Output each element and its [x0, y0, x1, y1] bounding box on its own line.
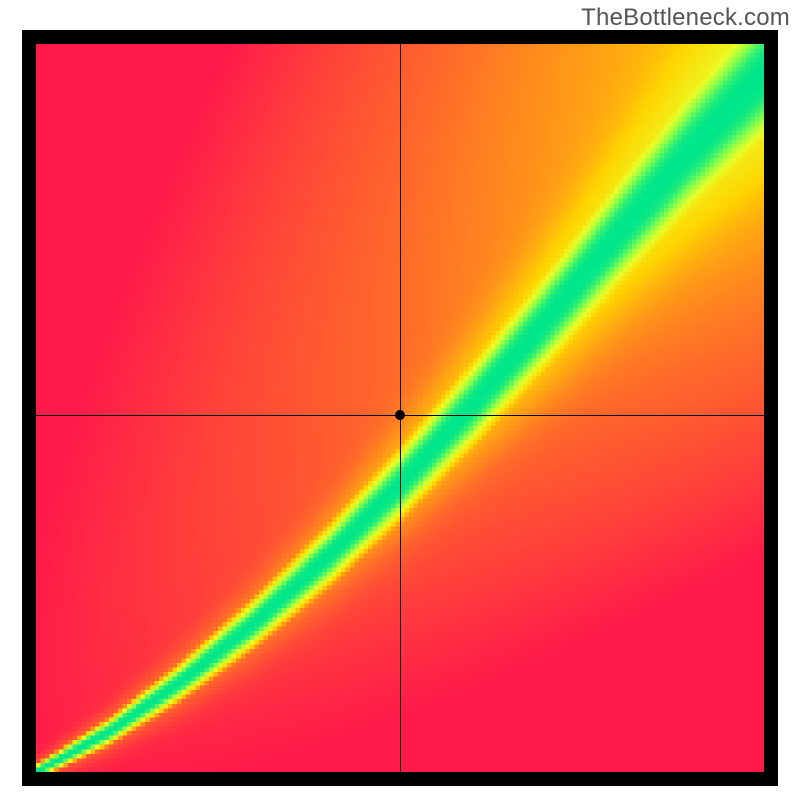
watermark-text: TheBottleneck.com — [581, 4, 790, 32]
plot-frame — [22, 30, 778, 786]
crosshair-vertical — [400, 44, 401, 772]
